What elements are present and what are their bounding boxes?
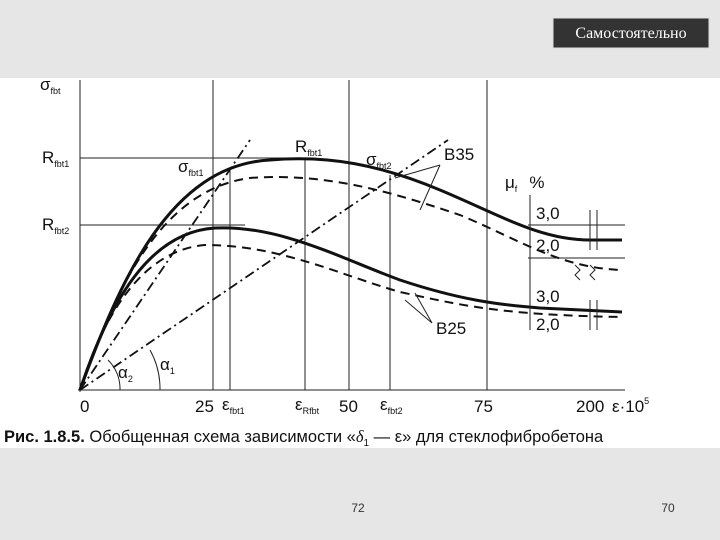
text-part: μ (505, 173, 515, 192)
label: σfbt (40, 75, 61, 96)
badge-box (552, 17, 710, 49)
text-part: fbt1 (307, 148, 322, 158)
text-part: δ (356, 427, 364, 446)
text-part: α (118, 363, 128, 382)
page-number: 70 (661, 501, 675, 515)
x-tick: 200 (576, 397, 604, 416)
text-part: σ (178, 157, 189, 176)
caption: Рис. 1.8.5. Обобщенная схема зависимости… (4, 427, 604, 449)
label: 2,0 (536, 236, 560, 255)
label: εRfbt (295, 395, 320, 416)
label: σfbt2 (366, 150, 392, 171)
text-part: R (295, 137, 307, 156)
text-part: ε (295, 395, 303, 414)
label: B25 (436, 319, 466, 338)
text-part: 1 (364, 438, 370, 449)
text-part: f (515, 184, 518, 194)
label: 2,0 (536, 315, 560, 334)
label: B35 (444, 145, 474, 164)
label: 3,0 (536, 204, 560, 223)
figure-labels: σfbt Rfbt1 Rfbt2 σfbt1 Rfbt1 σfbt2 B35 B… (40, 75, 649, 416)
text-part: fbt2 (377, 161, 392, 171)
text-part: % (529, 173, 544, 192)
label: σfbt1 (178, 157, 204, 178)
text-part: 1 (170, 366, 175, 376)
label: Rfbt1 (295, 137, 322, 158)
label: α2 (118, 363, 133, 384)
text-part: ε·10 (612, 397, 644, 416)
text-part: R (42, 148, 54, 167)
x-tick: 75 (474, 397, 493, 416)
label: μf% (505, 173, 544, 194)
text-part: ε (222, 395, 230, 414)
label: 3,0 (536, 287, 560, 306)
text-part: 5 (644, 396, 649, 406)
text-part: fbt1 (189, 168, 204, 178)
x-tick: 25 (195, 397, 214, 416)
text-part: — ε» для стеклофибробетона (369, 428, 604, 446)
text-part: σ (366, 150, 377, 169)
label: Rfbt1 (42, 148, 69, 169)
badge: Самостоятельно (575, 25, 686, 42)
label: εfbt1 (222, 395, 245, 416)
text-part: fbt1 (230, 406, 245, 416)
text-part: σ (40, 75, 51, 94)
page-number: 72 (351, 501, 365, 515)
text-part: fbt (51, 86, 62, 96)
text-part: α (160, 355, 170, 374)
text-part: Обобщенная схема зависимости « (85, 428, 356, 446)
label: εfbt2 (380, 395, 403, 416)
text-part: fbt1 (54, 159, 69, 169)
x-tick: 50 (339, 397, 358, 416)
figure-lines (78, 80, 625, 392)
label: Rfbt2 (42, 215, 69, 236)
text-part: ε (380, 395, 388, 414)
text-part: fbt2 (54, 226, 69, 236)
text-part: 2 (128, 374, 133, 384)
label: α1 (160, 355, 175, 376)
text-part: Рис. 1.8.5. (4, 428, 85, 446)
text-part: R (42, 215, 54, 234)
text-part: Rfbt (303, 406, 320, 416)
text-part: fbt2 (388, 406, 403, 416)
x-tick: 0 (80, 397, 89, 416)
label: ε·105 (612, 396, 649, 416)
